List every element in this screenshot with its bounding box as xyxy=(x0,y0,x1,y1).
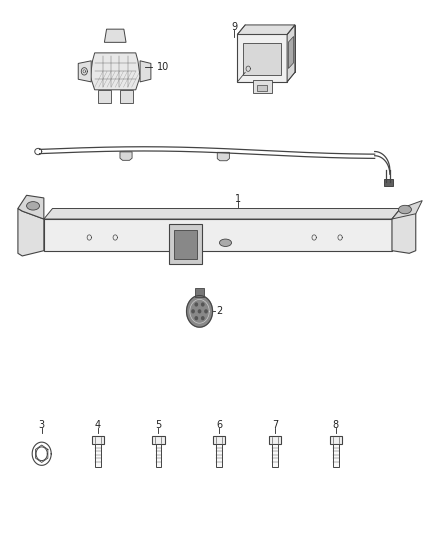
Text: 3: 3 xyxy=(39,419,45,430)
Text: 8: 8 xyxy=(333,419,339,430)
Polygon shape xyxy=(237,25,295,35)
Polygon shape xyxy=(187,295,212,327)
Polygon shape xyxy=(78,61,91,82)
Polygon shape xyxy=(205,310,207,313)
Polygon shape xyxy=(18,195,44,219)
Polygon shape xyxy=(287,25,295,82)
Polygon shape xyxy=(104,29,126,42)
Polygon shape xyxy=(392,208,416,253)
Ellipse shape xyxy=(219,239,232,246)
FancyBboxPatch shape xyxy=(333,444,339,467)
FancyBboxPatch shape xyxy=(155,444,161,467)
Polygon shape xyxy=(201,317,204,320)
Text: 4: 4 xyxy=(95,419,101,430)
Polygon shape xyxy=(198,310,201,313)
Text: 2: 2 xyxy=(217,306,223,316)
Text: 5: 5 xyxy=(155,419,162,430)
FancyBboxPatch shape xyxy=(272,444,278,467)
FancyBboxPatch shape xyxy=(195,288,204,296)
Polygon shape xyxy=(195,317,198,320)
Polygon shape xyxy=(120,152,132,160)
FancyBboxPatch shape xyxy=(257,85,268,91)
FancyBboxPatch shape xyxy=(213,436,225,444)
FancyBboxPatch shape xyxy=(269,436,281,444)
FancyBboxPatch shape xyxy=(173,230,198,259)
Text: 1: 1 xyxy=(235,194,241,204)
Polygon shape xyxy=(44,219,392,251)
Ellipse shape xyxy=(27,201,39,210)
FancyBboxPatch shape xyxy=(98,90,111,103)
Ellipse shape xyxy=(399,205,411,214)
FancyBboxPatch shape xyxy=(384,179,393,187)
Polygon shape xyxy=(245,25,295,72)
FancyBboxPatch shape xyxy=(330,436,342,444)
Polygon shape xyxy=(90,53,140,90)
Polygon shape xyxy=(237,35,287,82)
FancyBboxPatch shape xyxy=(253,80,272,93)
Polygon shape xyxy=(18,208,44,256)
Polygon shape xyxy=(392,200,422,219)
FancyBboxPatch shape xyxy=(120,90,133,103)
FancyBboxPatch shape xyxy=(244,43,281,75)
Text: 10: 10 xyxy=(157,62,169,72)
Polygon shape xyxy=(44,208,401,219)
Text: 6: 6 xyxy=(216,419,222,430)
FancyBboxPatch shape xyxy=(92,436,104,444)
Polygon shape xyxy=(195,303,198,306)
Polygon shape xyxy=(192,310,194,313)
Polygon shape xyxy=(288,36,293,69)
FancyBboxPatch shape xyxy=(95,444,101,467)
FancyBboxPatch shape xyxy=(169,224,202,264)
Text: 9: 9 xyxy=(231,21,237,31)
Polygon shape xyxy=(217,152,230,161)
FancyBboxPatch shape xyxy=(216,444,222,467)
Polygon shape xyxy=(201,303,204,306)
Text: 7: 7 xyxy=(272,419,278,430)
FancyBboxPatch shape xyxy=(152,436,165,444)
Polygon shape xyxy=(140,61,151,82)
